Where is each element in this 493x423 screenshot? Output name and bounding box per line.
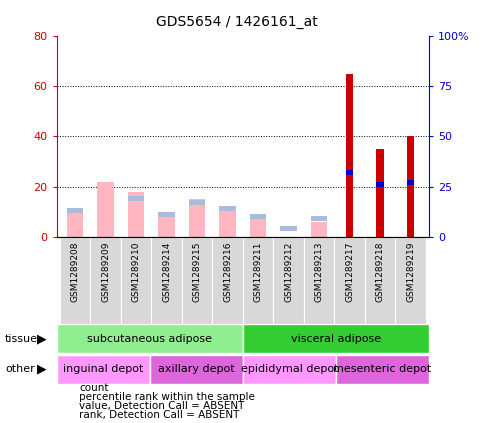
Text: ▶: ▶ — [37, 363, 47, 376]
Bar — [346, 170, 353, 175]
Text: GSM1289212: GSM1289212 — [284, 241, 293, 302]
Text: GSM1289209: GSM1289209 — [101, 241, 110, 302]
Bar — [334, 237, 365, 324]
Text: rank, Detection Call = ABSENT: rank, Detection Call = ABSENT — [79, 409, 239, 420]
Bar — [346, 74, 353, 237]
Text: GSM1289215: GSM1289215 — [193, 241, 202, 302]
Bar — [273, 237, 304, 324]
Text: GDS5654 / 1426161_at: GDS5654 / 1426161_at — [156, 15, 317, 29]
Bar — [182, 237, 212, 324]
Bar — [407, 180, 415, 185]
Text: ▶: ▶ — [37, 332, 47, 345]
Bar — [395, 237, 426, 324]
Bar — [376, 182, 384, 187]
Bar — [158, 212, 175, 237]
Bar — [57, 324, 243, 353]
Text: GSM1289216: GSM1289216 — [223, 241, 232, 302]
Bar — [150, 355, 243, 384]
Text: axillary depot: axillary depot — [158, 364, 235, 374]
Text: inguinal depot: inguinal depot — [63, 364, 143, 374]
Text: GSM1289213: GSM1289213 — [315, 241, 323, 302]
Bar — [311, 216, 327, 221]
Bar — [90, 237, 121, 324]
Bar — [212, 237, 243, 324]
Bar — [219, 209, 236, 237]
Text: GSM1289214: GSM1289214 — [162, 241, 171, 302]
Bar — [311, 222, 327, 237]
Text: GSM1289218: GSM1289218 — [376, 241, 385, 302]
Bar — [365, 237, 395, 324]
Bar — [407, 136, 415, 237]
Bar — [128, 196, 144, 201]
Bar — [128, 192, 144, 237]
Bar — [243, 324, 429, 353]
Text: GSM1289211: GSM1289211 — [253, 241, 263, 302]
Bar — [189, 199, 206, 237]
Bar — [121, 237, 151, 324]
Bar — [249, 214, 266, 219]
Bar — [249, 214, 266, 237]
Text: percentile rank within the sample: percentile rank within the sample — [79, 392, 255, 402]
Bar — [280, 226, 297, 231]
Text: visceral adipose: visceral adipose — [291, 334, 381, 344]
Text: GSM1289219: GSM1289219 — [406, 241, 415, 302]
Bar — [304, 237, 334, 324]
Text: count: count — [79, 383, 108, 393]
Bar — [57, 355, 150, 384]
Bar — [158, 212, 175, 217]
Bar — [219, 206, 236, 211]
Text: mesenteric depot: mesenteric depot — [333, 364, 431, 374]
Bar — [243, 355, 336, 384]
Text: GSM1289217: GSM1289217 — [345, 241, 354, 302]
Bar — [60, 237, 90, 324]
Bar — [376, 149, 384, 237]
Bar — [336, 355, 429, 384]
Bar — [67, 212, 83, 237]
Text: subcutaneous adipose: subcutaneous adipose — [87, 334, 212, 344]
Text: GSM1289210: GSM1289210 — [132, 241, 141, 302]
Bar — [67, 208, 83, 213]
Text: tissue: tissue — [5, 334, 38, 344]
Bar — [189, 200, 206, 205]
Text: value, Detection Call = ABSENT: value, Detection Call = ABSENT — [79, 401, 244, 411]
Bar — [151, 237, 182, 324]
Text: epididymal depot: epididymal depot — [241, 364, 338, 374]
Text: GSM1289208: GSM1289208 — [70, 241, 79, 302]
Bar — [243, 237, 273, 324]
Bar — [97, 181, 114, 237]
Text: other: other — [5, 364, 35, 374]
